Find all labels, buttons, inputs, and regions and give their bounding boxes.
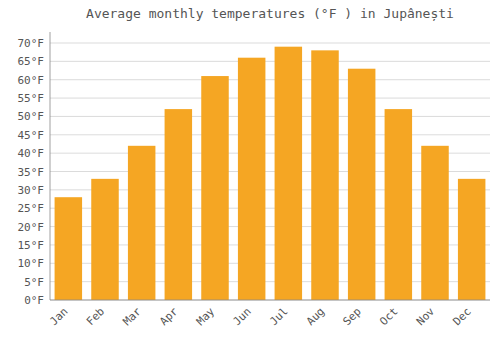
y-axis-line	[50, 32, 51, 300]
bar	[201, 76, 229, 300]
grid-line	[50, 79, 490, 80]
x-tick-label: Nov	[414, 305, 438, 329]
y-tick-label: 40°F	[18, 147, 45, 160]
y-tick-label: 20°F	[18, 221, 45, 234]
bar	[238, 58, 266, 300]
y-tick-label: 25°F	[18, 202, 45, 215]
title: Average monthly temperatures (°F ) in Ju…	[86, 6, 454, 22]
y-tick-label: 45°F	[18, 129, 45, 142]
y-tick-label: 0°F	[24, 294, 44, 307]
chart-svg: Average monthly temperatures (°F ) in Ju…	[0, 0, 500, 350]
bar	[421, 146, 449, 300]
y-tick-label: 55°F	[18, 92, 45, 105]
bar	[348, 69, 376, 300]
grid-line	[50, 134, 490, 135]
bar	[458, 179, 486, 300]
x-tick-label: Sep	[341, 305, 364, 328]
y-grid	[50, 43, 490, 300]
x-tick-label: Apr	[157, 305, 181, 329]
y-tick-label: 5°F	[24, 276, 44, 289]
y-tick-label: 65°F	[18, 55, 45, 68]
bar	[311, 50, 339, 300]
chart-container: Average monthly temperatures (°F ) in Ju…	[0, 0, 500, 350]
x-tick-label: Jul	[267, 305, 290, 328]
x-tick-label: Mar	[121, 305, 145, 329]
x-tick-label: Oct	[377, 305, 400, 328]
x-tick-label: May	[194, 305, 218, 329]
x-axis-line	[50, 300, 490, 301]
grid-line	[50, 43, 490, 44]
y-tick-label: 10°F	[18, 257, 45, 270]
bar	[275, 47, 303, 300]
bar	[91, 179, 119, 300]
y-tick-label: 15°F	[18, 239, 45, 252]
bars	[55, 47, 486, 300]
y-tick-label: 60°F	[18, 74, 45, 87]
bar	[385, 109, 413, 300]
grid-line	[50, 300, 490, 301]
bar	[165, 109, 193, 300]
x-tick-label: Dec	[451, 305, 474, 328]
bar	[55, 197, 82, 300]
x-tick-label: Feb	[84, 305, 107, 328]
y-tick-label: 35°F	[18, 166, 45, 179]
x-tick-label: Jun	[231, 305, 254, 328]
grid-line	[50, 61, 490, 62]
x-tick-label: Jan	[47, 305, 70, 328]
bar	[128, 146, 155, 300]
y-tick-label: 30°F	[18, 184, 45, 197]
grid-line	[50, 116, 490, 117]
y-tick-label: 70°F	[18, 37, 45, 50]
y-tick-label: 50°F	[18, 110, 45, 123]
grid-line	[50, 98, 490, 99]
x-tick-label: Aug	[304, 305, 327, 328]
